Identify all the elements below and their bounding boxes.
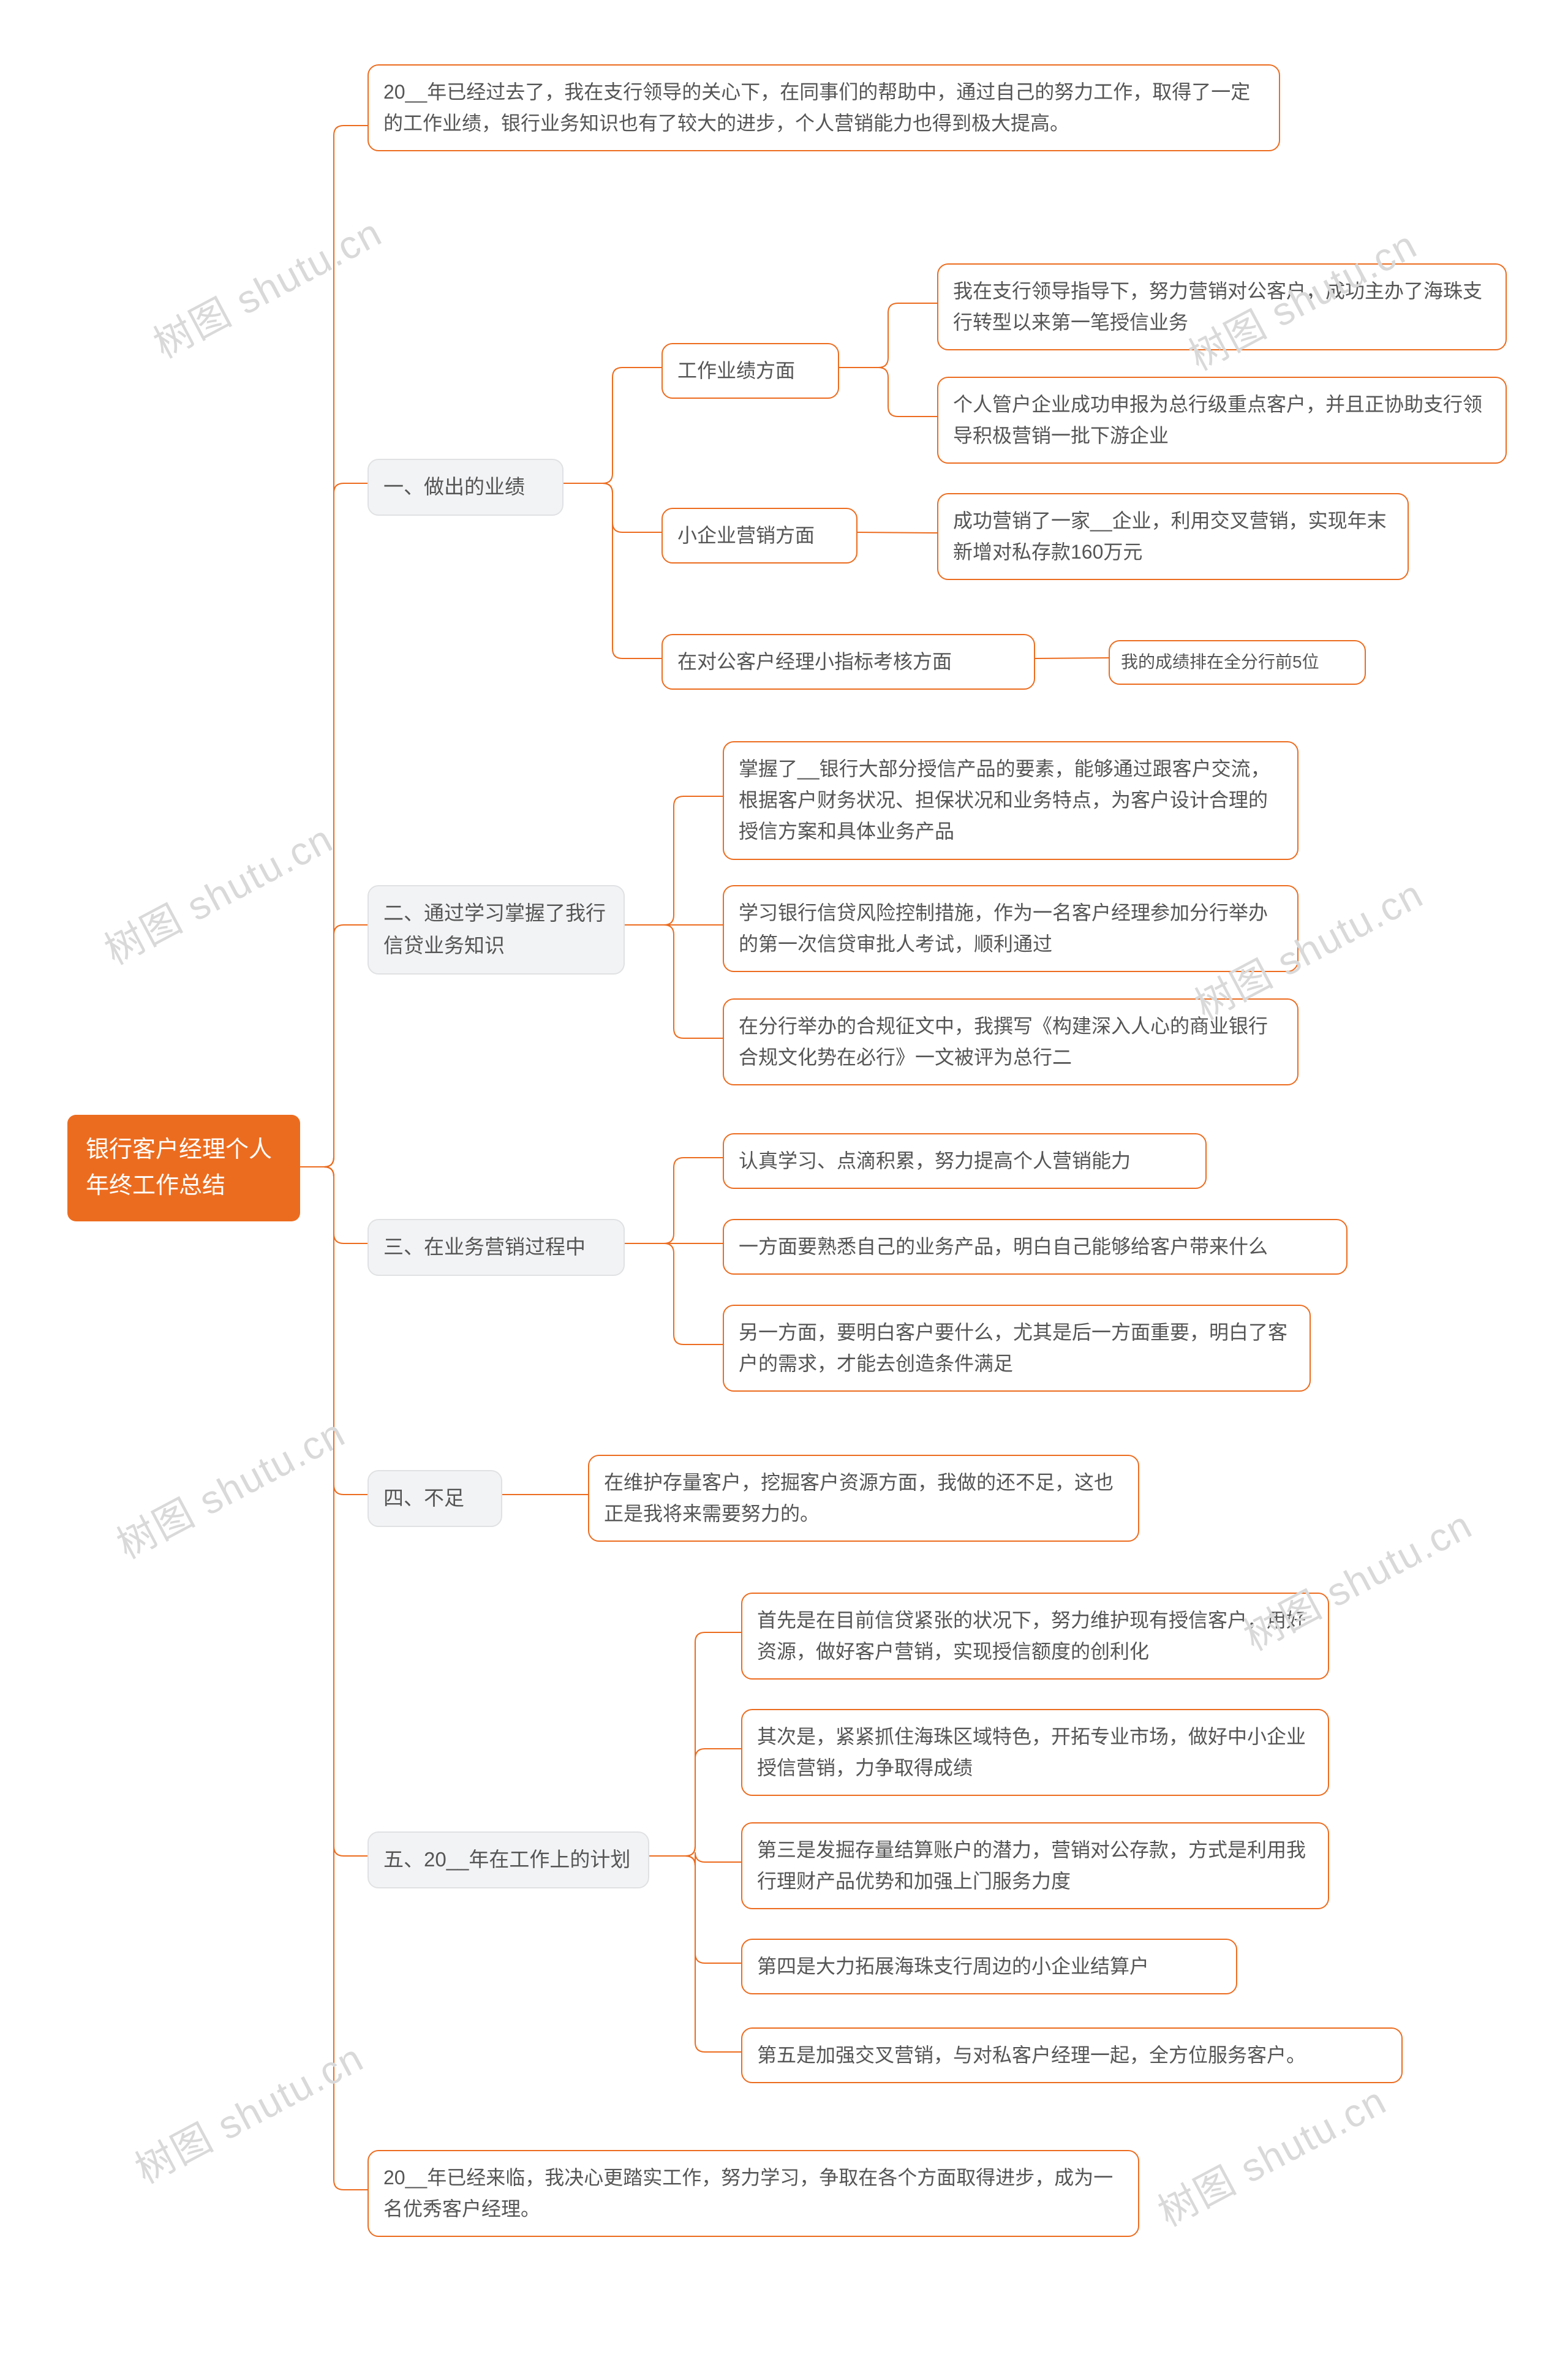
mindmap-node-s5b: 其次是，紧紧抓住海珠区域特色，开拓专业市场，做好中小企业授信营销，力争取得成绩 [741, 1709, 1329, 1796]
mindmap-node-intro: 20__年已经过去了，我在支行领导的关心下，在同事们的帮助中，通过自己的努力工作… [368, 64, 1280, 151]
mindmap-node-s5d: 第四是大力拓展海珠支行周边的小企业结算户 [741, 1939, 1237, 1994]
mindmap-node-s2a: 掌握了__银行大部分授信产品的要素，能够通过跟客户交流，根据客户财务状况、担保状… [723, 741, 1298, 860]
mindmap-node-s1b: 小企业营销方面 [662, 508, 858, 564]
mindmap-node-s4x: 在维护存量客户，挖掘客户资源方面，我做的还不足，这也正是我将来需要努力的。 [588, 1455, 1139, 1542]
mindmap-node-s5t: 五、20__年在工作上的计划 [368, 1831, 649, 1888]
mindmap-node-s1a2: 个人管户企业成功申报为总行级重点客户，并且正协助支行领导积极营销一批下游企业 [937, 377, 1507, 464]
mindmap-node-s1a: 工作业绩方面 [662, 343, 839, 399]
mindmap-node-s1bt: 成功营销了一家__企业，利用交叉营销，实现年末新增对私存款160万元 [937, 493, 1409, 580]
mindmap-node-root: 银行客户经理个人年终工作总结 [67, 1115, 300, 1221]
mindmap-node-s1c: 在对公客户经理小指标考核方面 [662, 634, 1035, 690]
mindmap-node-s3b: 一方面要熟悉自己的业务产品，明白自己能够给客户带来什么 [723, 1219, 1348, 1275]
mindmap-node-s5e: 第五是加强交叉营销，与对私客户经理一起，全方位服务客户。 [741, 2027, 1403, 2083]
mindmap-node-s5a: 首先是在目前信贷紧张的状况下，努力维护现有授信客户，用好资源，做好客户营销，实现… [741, 1593, 1329, 1680]
mindmap-node-s1t: 一、做出的业绩 [368, 459, 564, 516]
mindmap-node-closing: 20__年已经来临，我决心更踏实工作，努力学习，争取在各个方面取得进步，成为一名… [368, 2150, 1139, 2237]
mindmap-node-s3t: 三、在业务营销过程中 [368, 1219, 625, 1276]
mindmap-node-s4t: 四、不足 [368, 1470, 502, 1527]
mindmap-node-s3c: 另一方面，要明白客户要什么，尤其是后一方面重要，明白了客户的需求，才能去创造条件… [723, 1305, 1311, 1392]
mindmap-node-s1a1: 我在支行领导指导下，努力营销对公客户，成功主办了海珠支行转型以来第一笔授信业务 [937, 263, 1507, 350]
mindmap-node-s3a: 认真学习、点滴积累，努力提高个人营销能力 [723, 1133, 1207, 1189]
mindmap-node-s2t: 二、通过学习掌握了我行信贷业务知识 [368, 885, 625, 975]
mindmap-node-s2b: 学习银行信贷风险控制措施，作为一名客户经理参加分行举办的第一次信贷审批人考试，顺… [723, 885, 1298, 972]
mindmap-node-s1ct: 我的成绩排在全分行前5位 [1109, 640, 1366, 685]
mindmap-node-s2c: 在分行举办的合规征文中，我撰写《构建深入人心的商业银行合规文化势在必行》一文被评… [723, 998, 1298, 1085]
mindmap-node-s5c: 第三是发掘存量结算账户的潜力，营销对公存款，方式是利用我行理财产品优势和加强上门… [741, 1822, 1329, 1909]
